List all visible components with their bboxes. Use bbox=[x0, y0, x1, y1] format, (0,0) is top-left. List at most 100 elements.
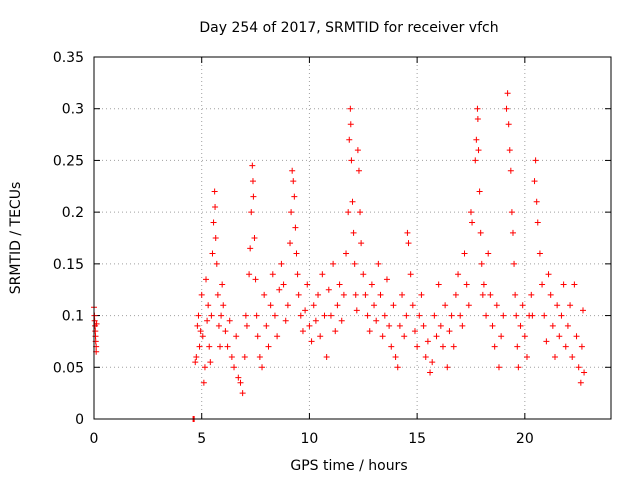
data-point bbox=[265, 343, 272, 350]
data-point bbox=[505, 121, 512, 128]
data-point bbox=[276, 286, 283, 293]
data-point bbox=[217, 343, 224, 350]
data-point bbox=[209, 250, 216, 257]
data-point bbox=[564, 322, 571, 329]
x-tick-label: 20 bbox=[516, 431, 534, 447]
data-point bbox=[442, 302, 449, 309]
data-point bbox=[514, 343, 521, 350]
data-point bbox=[280, 281, 287, 288]
chart-title: Day 254 of 2017, SRMTID for receiver vfc… bbox=[199, 20, 498, 36]
data-point bbox=[457, 312, 464, 319]
data-point bbox=[433, 333, 440, 340]
data-point bbox=[567, 302, 574, 309]
data-point bbox=[308, 338, 315, 345]
data-point bbox=[409, 302, 416, 309]
data-point bbox=[213, 260, 220, 267]
y-tick-label: 0.3 bbox=[62, 102, 84, 118]
data-point bbox=[381, 312, 388, 319]
data-point bbox=[366, 328, 373, 335]
data-point bbox=[198, 291, 205, 298]
data-point bbox=[543, 338, 550, 345]
data-point bbox=[343, 250, 350, 257]
data-point bbox=[513, 312, 520, 319]
data-point bbox=[379, 333, 386, 340]
data-point bbox=[350, 229, 357, 236]
data-point bbox=[405, 240, 412, 247]
data-point bbox=[541, 312, 548, 319]
data-point bbox=[295, 291, 302, 298]
data-point bbox=[498, 333, 505, 340]
data-point bbox=[252, 276, 259, 283]
data-point bbox=[206, 343, 213, 350]
data-point bbox=[521, 333, 528, 340]
data-point bbox=[463, 281, 470, 288]
data-point bbox=[531, 178, 538, 185]
data-point bbox=[358, 240, 365, 247]
data-point bbox=[357, 209, 364, 216]
data-point bbox=[480, 281, 487, 288]
x-tick-label: 10 bbox=[301, 431, 319, 447]
data-point bbox=[401, 333, 408, 340]
data-point bbox=[299, 328, 306, 335]
data-point bbox=[91, 317, 98, 324]
data-point bbox=[386, 322, 393, 329]
data-point bbox=[336, 281, 343, 288]
data-point bbox=[222, 328, 229, 335]
data-point bbox=[263, 322, 270, 329]
data-point bbox=[294, 271, 301, 278]
data-point bbox=[288, 209, 295, 216]
x-tick-label: 0 bbox=[90, 431, 99, 447]
data-point bbox=[199, 333, 206, 340]
data-point bbox=[529, 312, 536, 319]
data-point bbox=[194, 322, 201, 329]
data-point bbox=[515, 364, 522, 371]
data-point bbox=[450, 343, 457, 350]
data-point bbox=[351, 260, 358, 267]
data-point bbox=[243, 322, 250, 329]
data-point bbox=[334, 302, 341, 309]
data-point bbox=[93, 320, 100, 327]
data-point bbox=[214, 291, 221, 298]
data-point bbox=[323, 353, 330, 360]
data-point bbox=[396, 322, 403, 329]
y-tick-label: 0.25 bbox=[53, 153, 84, 169]
data-point bbox=[575, 364, 582, 371]
data-point bbox=[246, 271, 253, 278]
data-point bbox=[452, 291, 459, 298]
data-point bbox=[348, 157, 355, 164]
data-point bbox=[195, 312, 202, 319]
data-point bbox=[204, 317, 211, 324]
data-point bbox=[394, 364, 401, 371]
x-axis-label: GPS time / hours bbox=[290, 458, 407, 474]
data-point bbox=[403, 312, 410, 319]
data-point bbox=[284, 302, 291, 309]
data-point bbox=[437, 322, 444, 329]
data-point bbox=[312, 317, 319, 324]
data-point bbox=[304, 281, 311, 288]
data-point bbox=[347, 105, 354, 112]
data-point bbox=[446, 328, 453, 335]
data-point bbox=[269, 271, 276, 278]
data-point bbox=[465, 302, 472, 309]
data-point bbox=[362, 291, 369, 298]
data-point bbox=[388, 343, 395, 350]
data-point bbox=[325, 286, 332, 293]
data-point bbox=[261, 291, 268, 298]
data-point bbox=[508, 209, 515, 216]
data-point bbox=[472, 157, 479, 164]
data-point bbox=[215, 322, 222, 329]
data-point bbox=[533, 198, 540, 205]
data-point bbox=[347, 121, 354, 128]
data-point bbox=[306, 322, 313, 329]
data-point bbox=[207, 359, 214, 366]
data-point bbox=[315, 291, 322, 298]
data-series bbox=[91, 90, 588, 422]
data-point bbox=[474, 116, 481, 123]
data-point bbox=[228, 353, 235, 360]
data-point bbox=[424, 338, 431, 345]
data-point bbox=[327, 312, 334, 319]
data-point bbox=[509, 229, 516, 236]
data-point bbox=[506, 147, 513, 154]
